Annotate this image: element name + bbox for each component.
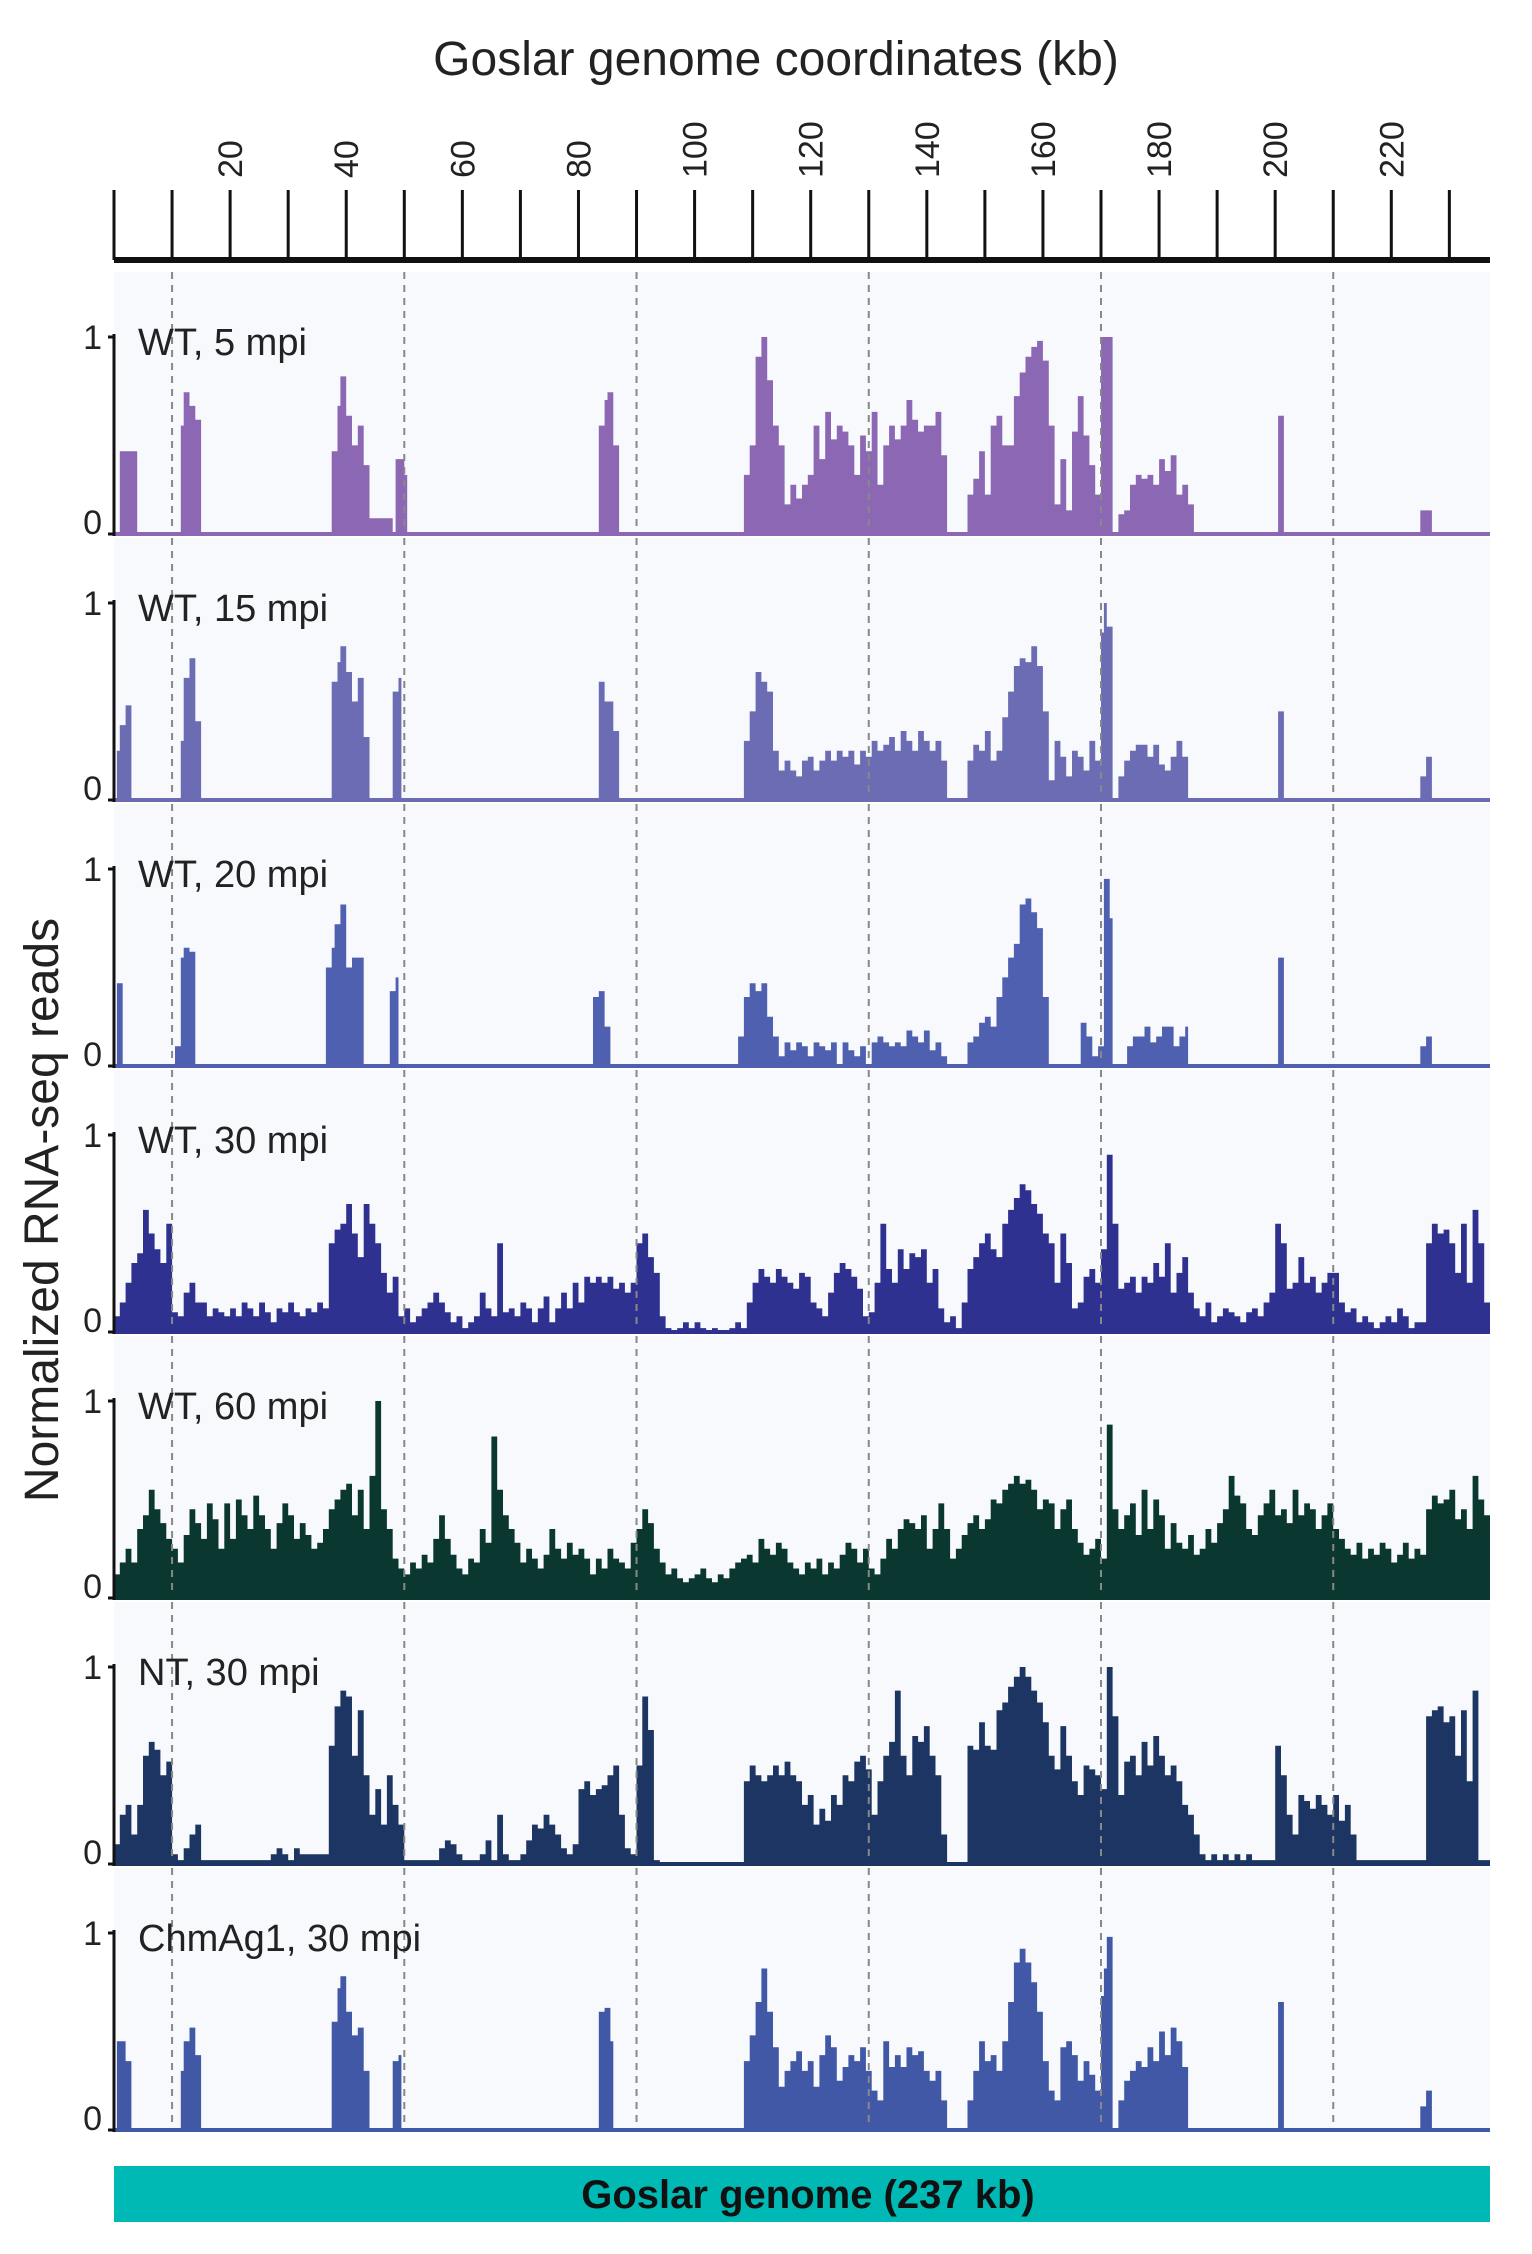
panel-label: WT, 30 mpi: [138, 1120, 328, 1162]
coverage-series: [114, 1667, 1490, 1864]
panels: 1 0 WT, 5 mpi 1 0 WT, 15 mpi 1 0 WT, 20 mpi 1 0 WT,…: [83, 272, 1490, 2138]
y-tick-label: 0: [83, 2100, 102, 2138]
coverage-series: [114, 337, 1490, 534]
panel-label: WT, 15 mpi: [138, 588, 328, 630]
genome-bar: [114, 2166, 1490, 2222]
x-tick-label: 160: [1025, 121, 1063, 178]
panel-3: 1 0 WT, 20 mpi: [83, 804, 1490, 1074]
y-tick-label: 1: [83, 585, 102, 623]
panel-label: WT, 20 mpi: [138, 854, 328, 896]
panel-5: 1 0 WT, 60 mpi: [83, 1336, 1490, 1606]
panel-label: NT, 30 mpi: [138, 1652, 320, 1694]
chart-title: Goslar genome coordinates (kb): [433, 33, 1119, 86]
coverage-series: [114, 603, 1490, 800]
y-tick-label: 1: [83, 1649, 102, 1687]
panel-label: WT, 60 mpi: [138, 1386, 328, 1428]
panel-4: 1 0 WT, 30 mpi: [83, 1070, 1490, 1340]
coverage-series: [114, 1401, 1490, 1598]
x-tick-label: 140: [909, 121, 947, 178]
x-tick-label: 220: [1373, 121, 1411, 178]
y-tick-label: 0: [83, 1302, 102, 1340]
panel-1: 1 0 WT, 5 mpi: [83, 272, 1490, 542]
x-tick-label: 200: [1257, 121, 1295, 178]
x-tick-label: 80: [560, 140, 598, 178]
x-axis: 20 40 60 80 100 120 140 160 180 200 220: [112, 121, 1490, 263]
x-tick-label: 180: [1141, 121, 1179, 178]
y-tick-label: 0: [83, 770, 102, 808]
panel-7: 1 0 ChmAg1, 30 mpi: [83, 1868, 1490, 2138]
y-tick-label: 0: [83, 1834, 102, 1872]
x-tick-label: 120: [793, 121, 831, 178]
coverage-series: [114, 1936, 1490, 2130]
x-tick-label: 20: [212, 140, 250, 178]
y-tick-label: 0: [83, 504, 102, 542]
y-tick-label: 1: [83, 1915, 102, 1953]
y-tick-label: 1: [83, 319, 102, 357]
panel-2: 1 0 WT, 15 mpi: [83, 538, 1490, 808]
coverage-series: [114, 1154, 1490, 1332]
panel-label: ChmAg1, 30 mpi: [138, 1918, 421, 1960]
panel-label: WT, 5 mpi: [138, 322, 307, 364]
y-tick-label: 0: [83, 1568, 102, 1606]
y-tick-label: 0: [83, 1036, 102, 1074]
x-tick-label: 40: [328, 140, 366, 178]
panel-6: 1 0 NT, 30 mpi: [83, 1602, 1490, 1872]
genome-bar-label: Goslar genome (237 kb): [581, 2173, 1034, 2217]
y-tick-label: 1: [83, 851, 102, 889]
y-axis-title: Normalized RNA-seq reads: [16, 918, 69, 1502]
y-tick-label: 1: [83, 1383, 102, 1421]
x-tick-label: 60: [444, 140, 482, 178]
y-tick-label: 1: [83, 1117, 102, 1155]
x-tick-label: 100: [677, 121, 715, 178]
